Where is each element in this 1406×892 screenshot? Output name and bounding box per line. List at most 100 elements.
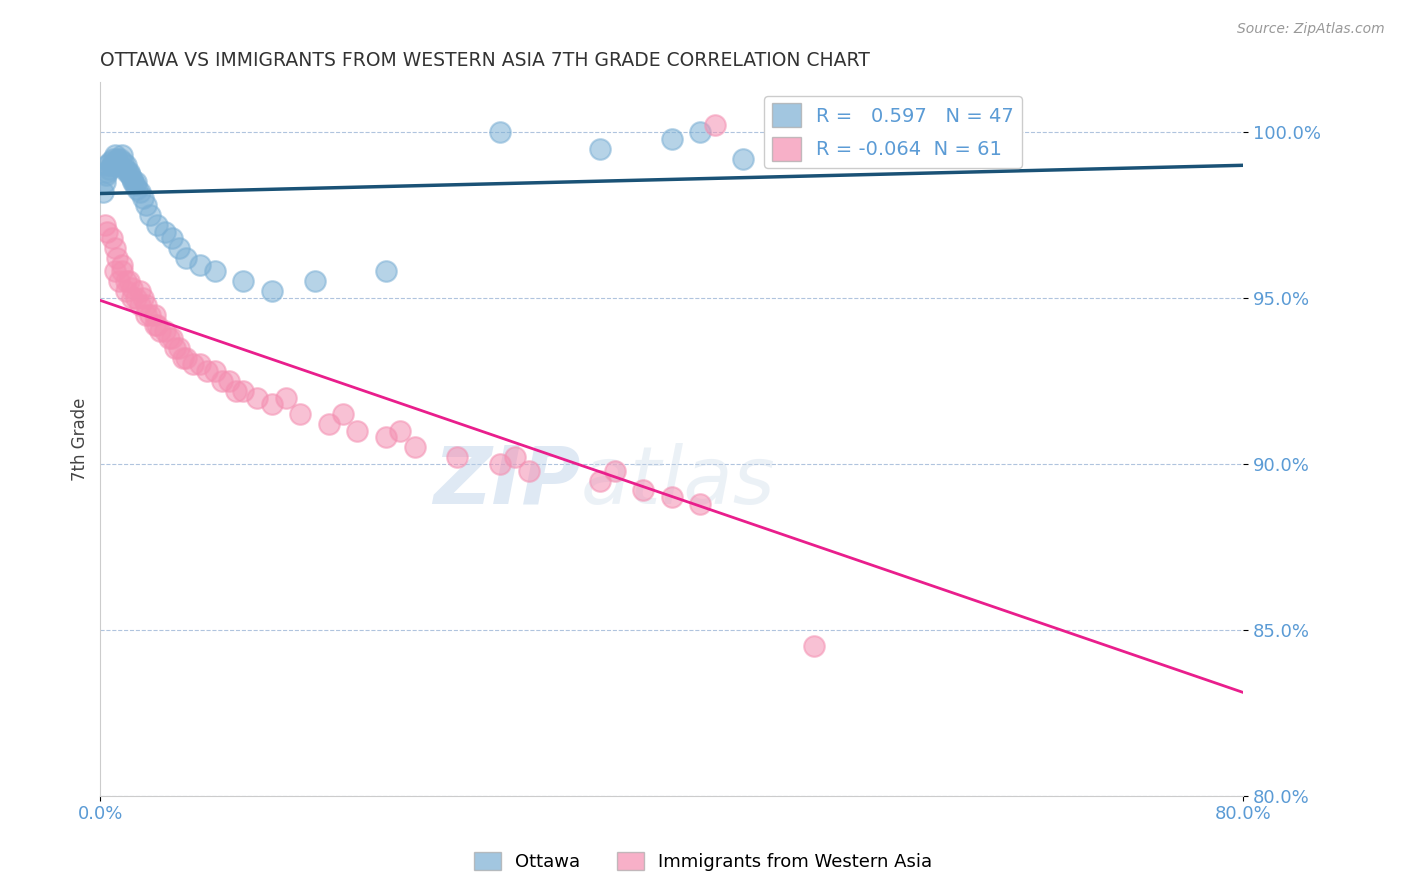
- Point: [94, 168, 117, 182]
- Point: [118, 275, 141, 289]
- Point: [188, 358, 211, 372]
- Point: [104, 148, 127, 162]
- Point: [375, 430, 398, 444]
- Point: [225, 384, 247, 398]
- Point: [127, 181, 149, 195]
- Y-axis label: 7th Grade: 7th Grade: [72, 397, 89, 481]
- Point: [135, 298, 157, 312]
- Point: [167, 241, 190, 255]
- Point: [332, 407, 354, 421]
- Point: [631, 483, 654, 498]
- Point: [167, 341, 190, 355]
- Point: [122, 175, 145, 189]
- Point: [661, 132, 683, 146]
- Point: [96, 165, 118, 179]
- Point: [197, 364, 219, 378]
- Point: [91, 185, 114, 199]
- Point: [93, 175, 115, 189]
- Point: [375, 264, 398, 278]
- Text: atlas: atlas: [581, 442, 775, 521]
- Text: ZIP: ZIP: [433, 442, 581, 521]
- Point: [803, 640, 825, 654]
- Point: [172, 351, 194, 365]
- Point: [121, 291, 143, 305]
- Point: [689, 497, 711, 511]
- Point: [125, 291, 148, 305]
- Point: [204, 364, 226, 378]
- Point: [318, 417, 340, 431]
- Point: [260, 285, 283, 299]
- Point: [103, 152, 125, 166]
- Point: [146, 318, 169, 332]
- Point: [174, 251, 197, 265]
- Point: [703, 119, 725, 133]
- Point: [112, 155, 135, 169]
- Point: [181, 358, 204, 372]
- Point: [389, 424, 412, 438]
- Point: [104, 264, 127, 278]
- Point: [104, 241, 127, 255]
- Point: [211, 374, 233, 388]
- Legend: R =   0.597   N = 47, R = -0.064  N = 61: R = 0.597 N = 47, R = -0.064 N = 61: [763, 95, 1022, 169]
- Point: [517, 464, 540, 478]
- Point: [110, 152, 132, 166]
- Point: [117, 165, 139, 179]
- Point: [143, 308, 166, 322]
- Point: [218, 374, 240, 388]
- Point: [111, 148, 134, 162]
- Point: [188, 258, 211, 272]
- Point: [111, 258, 134, 272]
- Point: [93, 218, 115, 232]
- Point: [132, 192, 155, 206]
- Point: [589, 474, 612, 488]
- Point: [129, 185, 152, 199]
- Point: [153, 225, 176, 239]
- Point: [120, 168, 142, 182]
- Point: [589, 142, 612, 156]
- Point: [108, 275, 131, 289]
- Point: [143, 318, 166, 332]
- Point: [503, 450, 526, 465]
- Point: [290, 407, 312, 421]
- Point: [124, 178, 146, 193]
- Point: [346, 424, 368, 438]
- Point: [129, 298, 152, 312]
- Point: [108, 158, 131, 172]
- Point: [132, 291, 155, 305]
- Point: [104, 158, 127, 172]
- Point: [661, 490, 683, 504]
- Point: [232, 275, 254, 289]
- Point: [105, 155, 128, 169]
- Point: [98, 155, 121, 169]
- Point: [160, 331, 183, 345]
- Point: [121, 281, 143, 295]
- Point: [149, 324, 172, 338]
- Point: [107, 251, 129, 265]
- Point: [129, 285, 152, 299]
- Point: [603, 464, 626, 478]
- Point: [121, 171, 143, 186]
- Point: [135, 198, 157, 212]
- Point: [160, 231, 183, 245]
- Point: [115, 275, 138, 289]
- Point: [733, 152, 755, 166]
- Point: [111, 264, 134, 278]
- Point: [115, 158, 138, 172]
- Point: [107, 152, 129, 166]
- Point: [174, 351, 197, 365]
- Point: [139, 208, 162, 222]
- Point: [304, 275, 326, 289]
- Point: [274, 391, 297, 405]
- Point: [146, 218, 169, 232]
- Point: [204, 264, 226, 278]
- Point: [125, 175, 148, 189]
- Point: [96, 225, 118, 239]
- Point: [689, 125, 711, 139]
- Point: [115, 285, 138, 299]
- Point: [232, 384, 254, 398]
- Point: [489, 125, 512, 139]
- Point: [260, 397, 283, 411]
- Point: [404, 441, 426, 455]
- Text: Source: ZipAtlas.com: Source: ZipAtlas.com: [1237, 22, 1385, 37]
- Point: [97, 161, 120, 176]
